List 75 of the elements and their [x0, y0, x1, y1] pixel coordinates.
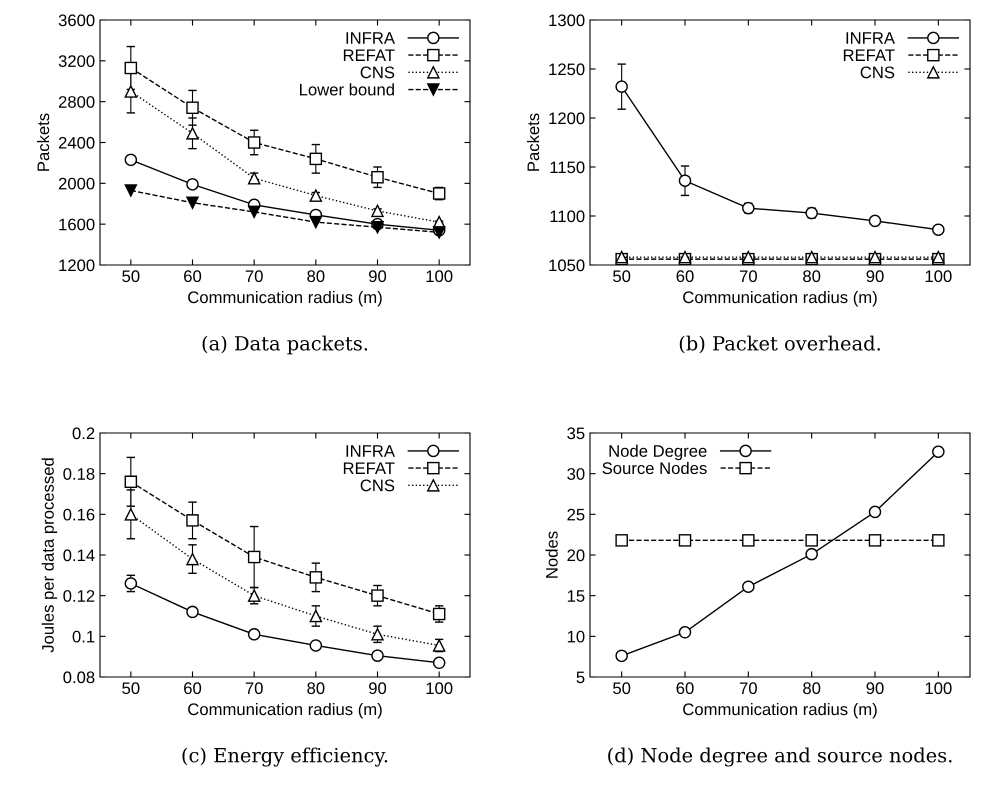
y-tick-label: 30: [567, 468, 584, 480]
x-tick-label: 80: [803, 682, 820, 694]
y-tick-label: 2000: [58, 178, 94, 190]
legend-label: CNS: [360, 66, 394, 78]
legend-label: CNS: [860, 66, 894, 78]
y-tick-label: 25: [567, 508, 584, 521]
text: (b) Packet overhead.: [680, 336, 880, 354]
x-tick-label: 100: [426, 270, 452, 282]
y-tick-label: 1100: [550, 210, 584, 222]
x-tick-label: 80: [307, 682, 324, 694]
legend-label: Source Nodes: [602, 462, 707, 474]
y-tick-label: 35: [567, 427, 584, 440]
x-tick-label: 90: [369, 682, 386, 694]
x-tick-label: 100: [926, 682, 952, 694]
legend-label: REFAT: [844, 49, 895, 61]
x-tick-label: 70: [246, 270, 263, 282]
legend-label: INFRA: [346, 32, 395, 44]
legend-label: INFRA: [846, 32, 895, 44]
y-tick-label: 0.12: [63, 590, 94, 602]
y-tick-label: 1050: [549, 259, 584, 272]
legend-label: REFAT: [344, 462, 395, 474]
x-tick-label: 90: [866, 682, 884, 694]
x-axis-title: Communication radius (m): [188, 702, 382, 718]
x-tick-label: 70: [246, 682, 263, 694]
legend-label: REFAT: [344, 49, 395, 61]
y-tick-label: 1150: [550, 161, 584, 174]
text: (c) Energy efficiency.: [182, 747, 388, 767]
text: (d) Node degree and source nodes.: [608, 747, 952, 767]
y-tick-label: 10: [568, 630, 584, 643]
y-tick-label: 2800: [58, 96, 94, 108]
y-tick-label: 1600: [59, 218, 94, 230]
y-tick-label: 0.14: [63, 549, 95, 562]
y-tick-label: 1200: [549, 112, 584, 124]
x-tick-label: 50: [613, 270, 630, 282]
y-tick-label: 0.2: [72, 427, 94, 440]
x-axis-title: Communication radius (m): [188, 290, 382, 306]
y-tick-label: 1300: [549, 14, 584, 26]
legend-label: Node Degree: [610, 444, 707, 460]
y-tick-label: 0.18: [63, 468, 94, 480]
x-axis-title: Communication radius (m): [683, 702, 877, 718]
x-tick-label: 100: [926, 270, 952, 282]
y-axis-title: Nodes: [546, 532, 558, 578]
x-tick-label: 70: [740, 270, 757, 282]
x-tick-label: 50: [122, 270, 140, 282]
x-tick-label: 60: [676, 682, 694, 694]
y-tick-label: 0.08: [63, 671, 94, 684]
y-tick-label: 0.16: [63, 508, 94, 521]
y-tick-label: 0.1: [72, 630, 94, 643]
x-tick-label: 60: [184, 270, 202, 282]
y-tick-label: 3200: [58, 55, 94, 68]
x-tick-label: 90: [369, 270, 386, 282]
text: (a) Data packets.: [202, 336, 368, 354]
x-tick-label: 80: [803, 270, 820, 282]
x-tick-label: 60: [676, 270, 694, 282]
x-axis-title: Communication radius (m): [683, 290, 877, 306]
x-tick-label: 80: [307, 270, 324, 282]
x-tick-label: 50: [613, 682, 630, 694]
x-tick-label: 70: [740, 682, 757, 694]
y-tick-label: 20: [567, 549, 584, 562]
y-axis-title: Packets: [526, 113, 540, 171]
y-tick-label: 2400: [58, 136, 94, 149]
legend-label: INFRA: [346, 445, 395, 457]
y-tick-label: 15: [568, 590, 584, 602]
y-tick-label: 1200: [59, 259, 94, 272]
legend-label: Lower bound: [300, 83, 394, 96]
x-tick-label: 90: [866, 270, 884, 282]
y-axis-title: Joules per data processed: [42, 458, 58, 652]
y-tick-label: 3600: [58, 14, 94, 26]
legend-label: CNS: [360, 480, 394, 492]
y-axis-title: Packets: [36, 113, 50, 171]
x-tick-label: 100: [426, 682, 452, 694]
y-tick-label: 5: [576, 672, 584, 684]
x-tick-label: 50: [122, 682, 140, 694]
x-tick-label: 60: [184, 682, 202, 694]
y-tick-label: 1250: [549, 63, 584, 76]
